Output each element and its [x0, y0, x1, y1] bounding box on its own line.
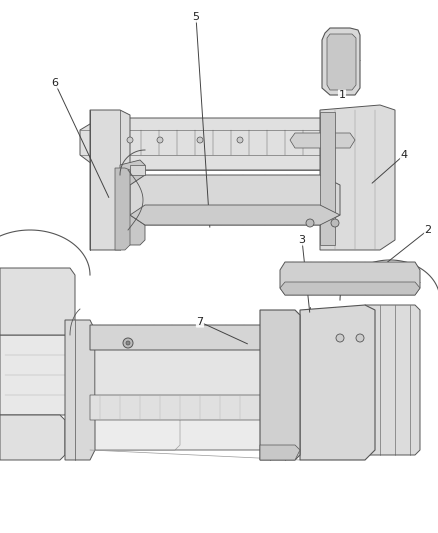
- Polygon shape: [90, 325, 265, 350]
- Polygon shape: [90, 335, 300, 415]
- Text: 2: 2: [424, 225, 431, 235]
- Circle shape: [336, 334, 344, 342]
- Polygon shape: [280, 262, 420, 295]
- Circle shape: [237, 137, 243, 143]
- Polygon shape: [90, 110, 130, 250]
- Circle shape: [126, 341, 130, 345]
- Polygon shape: [90, 395, 270, 420]
- Polygon shape: [120, 160, 145, 245]
- Polygon shape: [90, 415, 285, 450]
- Text: 5: 5: [192, 12, 199, 22]
- Circle shape: [123, 338, 133, 348]
- Text: 7: 7: [196, 317, 204, 327]
- Polygon shape: [0, 415, 65, 460]
- Polygon shape: [65, 320, 95, 460]
- Text: 6: 6: [52, 78, 59, 88]
- Text: 3: 3: [299, 235, 305, 245]
- Polygon shape: [90, 330, 180, 450]
- Polygon shape: [80, 118, 390, 170]
- Polygon shape: [322, 28, 360, 95]
- Circle shape: [197, 137, 203, 143]
- Polygon shape: [327, 34, 356, 90]
- Polygon shape: [260, 310, 300, 460]
- Polygon shape: [0, 335, 70, 415]
- Text: 1: 1: [339, 90, 346, 100]
- Polygon shape: [290, 133, 355, 148]
- Polygon shape: [130, 205, 340, 225]
- Polygon shape: [260, 445, 300, 460]
- Polygon shape: [320, 105, 395, 250]
- Circle shape: [306, 219, 314, 227]
- Polygon shape: [130, 165, 145, 175]
- Polygon shape: [280, 282, 420, 295]
- Polygon shape: [365, 305, 420, 455]
- Polygon shape: [130, 175, 340, 225]
- Polygon shape: [95, 340, 285, 410]
- Text: 4: 4: [400, 150, 408, 160]
- Circle shape: [356, 334, 364, 342]
- Polygon shape: [0, 268, 75, 335]
- Polygon shape: [300, 305, 375, 460]
- Circle shape: [331, 219, 339, 227]
- Polygon shape: [320, 112, 335, 245]
- Circle shape: [157, 137, 163, 143]
- Circle shape: [127, 137, 133, 143]
- Polygon shape: [115, 168, 130, 250]
